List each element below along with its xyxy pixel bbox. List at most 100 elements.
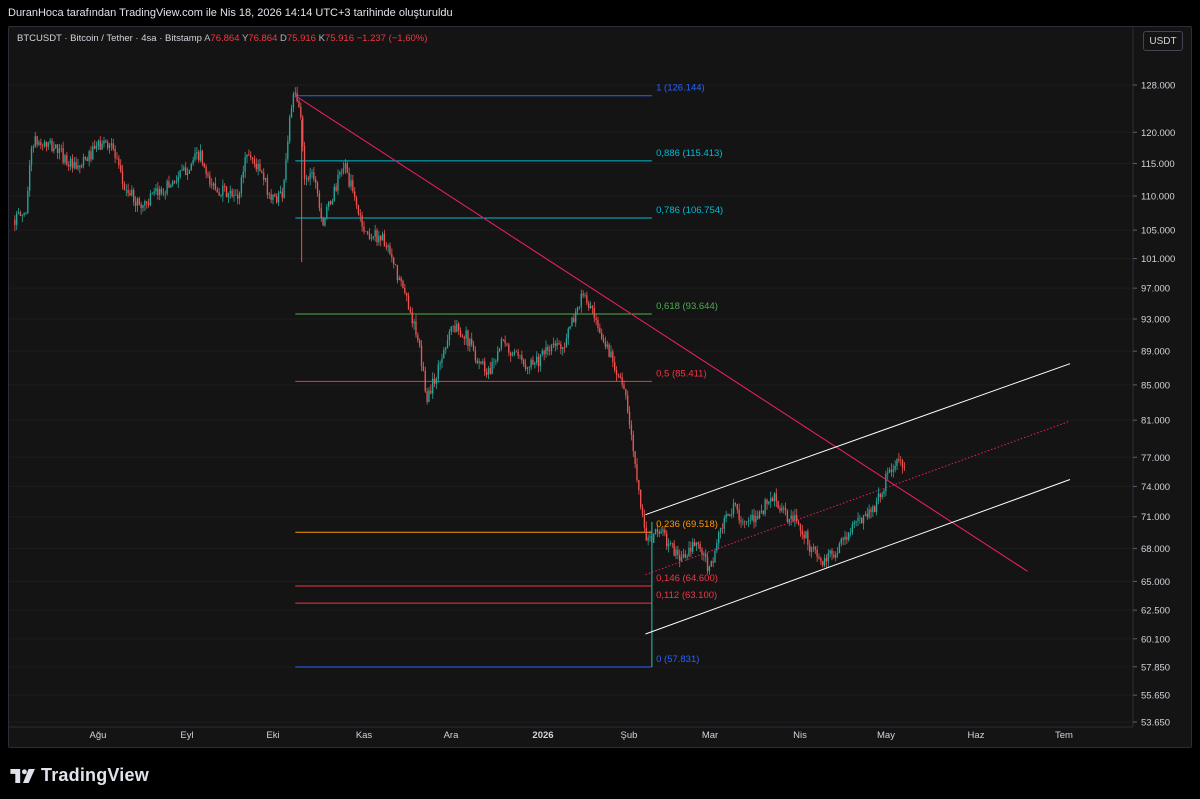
candle-body [331, 200, 334, 204]
price-chart[interactable]: 1 (126.144) 0,886 (115.413) 0,786 (106.754… [9, 27, 1192, 748]
candle-body [272, 194, 274, 200]
candle-body [606, 344, 608, 347]
candle-body [411, 312, 413, 324]
candle-body [716, 542, 718, 551]
price-tick-label: 89.000 [1141, 347, 1170, 358]
candle-body [524, 364, 527, 369]
candle-body [118, 158, 120, 166]
candle-body [379, 235, 382, 241]
candle-body [292, 94, 295, 108]
candle-body [480, 361, 482, 364]
candle-body [502, 339, 504, 340]
candle-body [654, 529, 657, 535]
candle-body [487, 368, 490, 375]
tradingview-logo[interactable]: TradingView [10, 765, 149, 786]
currency-button[interactable]: USDT [1143, 31, 1183, 51]
candle-body [493, 361, 495, 363]
candle-body [253, 159, 256, 164]
candle-body [623, 384, 625, 390]
candle-body [303, 145, 306, 179]
candle-body [327, 201, 330, 207]
candle-body [465, 330, 467, 339]
candle-body [249, 155, 252, 158]
candle-body [114, 149, 116, 158]
fib-level-label: 0,146 (64.600) [656, 573, 718, 584]
symbol-legend: BTCUSDT · Bitcoin / Tether · 4sa · Bitst… [17, 33, 427, 44]
candle-body [66, 155, 68, 165]
candle-body [645, 527, 647, 541]
candle-body [809, 544, 811, 552]
candle-body [166, 181, 168, 194]
candle-body [201, 150, 204, 164]
close-label: K [318, 33, 325, 44]
candle-body [627, 395, 629, 412]
candle-body [825, 557, 828, 562]
time-axis [9, 727, 1133, 747]
candle-body [196, 152, 198, 154]
candle-body [413, 321, 415, 324]
candle-body [573, 317, 575, 323]
candle-body [454, 325, 456, 332]
chart-frame[interactable]: 1 (126.144) 0,886 (115.413) 0,786 (106.754… [8, 26, 1192, 748]
candle-body [443, 349, 445, 359]
candle-body [875, 500, 878, 512]
candle-body [168, 181, 170, 188]
candle-body [723, 518, 725, 529]
time-tick-label: Mar [702, 730, 718, 741]
candle-body [186, 173, 189, 176]
chart-caption: DuranHoca tarafından TradingView.com ile… [0, 0, 1200, 26]
candle-body [695, 542, 698, 546]
change-value: −1.237 (−1,60%) [356, 33, 428, 44]
candle-body [595, 318, 597, 320]
candle-body [30, 148, 33, 165]
candle-body [422, 366, 425, 371]
candle-body [86, 158, 88, 162]
candle-body [392, 257, 395, 265]
candle-body [649, 536, 651, 538]
price-tick-label: 62.500 [1141, 606, 1170, 617]
candle-body [630, 424, 633, 435]
candle-body [73, 162, 75, 168]
time-tick-label: Şub [621, 730, 638, 741]
fib-level-label: 0,112 (63.100) [656, 590, 717, 601]
candle-body [569, 326, 571, 329]
candle-body [77, 165, 79, 169]
candle-body [15, 213, 18, 225]
candle-body [489, 368, 491, 374]
candle-body [433, 378, 436, 384]
candle-body [181, 170, 183, 171]
candle-body [23, 213, 25, 216]
candle-body [658, 531, 660, 534]
candle-body [797, 521, 800, 525]
candle-body [56, 144, 59, 154]
candle-body [584, 295, 586, 296]
candle-body [749, 520, 751, 521]
candle-body [244, 157, 246, 172]
candle-body [279, 191, 282, 194]
open-label: A [204, 33, 211, 44]
candle-body [14, 219, 16, 225]
candle-body [175, 181, 178, 183]
candle-body [463, 336, 465, 339]
price-tick-label: 77.000 [1141, 453, 1170, 464]
price-tick-label: 128.000 [1141, 81, 1175, 92]
candle-body [19, 212, 22, 216]
candle-body [324, 217, 326, 226]
candle-body [779, 508, 781, 511]
candle-body [792, 515, 794, 522]
candle-body [79, 165, 81, 168]
candle-body [679, 554, 681, 561]
price-tick-label: 71.000 [1141, 512, 1170, 523]
tradingview-icon [10, 768, 35, 783]
time-tick-label: Tem [1055, 730, 1073, 741]
candle-body [415, 321, 417, 335]
candle-body [736, 504, 738, 510]
candle-body [84, 157, 87, 159]
candle-body [879, 493, 881, 498]
candle-body [582, 293, 584, 296]
candle-body [731, 513, 733, 515]
candle-body [311, 172, 313, 174]
candle-body [294, 92, 296, 95]
candle-body [110, 143, 113, 146]
candle-body [712, 561, 714, 563]
